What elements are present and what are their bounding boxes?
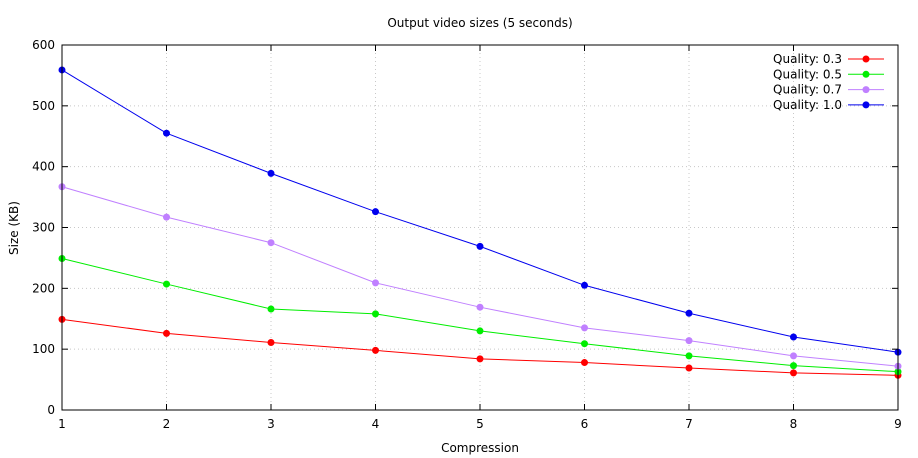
x-tick-label: 2 xyxy=(163,417,171,431)
legend-swatch-point xyxy=(862,55,870,63)
legend-label: Quality: 0.3 xyxy=(773,52,842,66)
legend-swatch-point xyxy=(862,86,870,94)
legend-swatch-point xyxy=(862,70,870,78)
legend-label: Quality: 0.7 xyxy=(773,83,842,97)
data-point xyxy=(581,281,588,289)
x-tick-label: 4 xyxy=(372,417,380,431)
series-layer xyxy=(58,66,902,379)
data-point xyxy=(685,337,693,345)
axis-ticks: 1 2 3 4 5 6 7 8 9 0 100 200 300 400 500 600 xyxy=(32,38,902,431)
y-tick-label: 600 xyxy=(32,38,55,52)
x-tick-label: 1 xyxy=(58,417,66,431)
y-tick-label: 300 xyxy=(32,221,55,235)
data-point xyxy=(790,362,797,370)
grid xyxy=(62,45,898,410)
data-point xyxy=(267,338,275,346)
data-point xyxy=(581,359,588,367)
data-point xyxy=(163,213,170,221)
x-tick-label: 9 xyxy=(894,417,902,431)
series-line-1 xyxy=(61,258,899,373)
legend-label: Quality: 1.0 xyxy=(773,98,842,112)
data-point xyxy=(790,369,797,377)
y-tick-label: 400 xyxy=(32,160,55,174)
data-point xyxy=(267,305,275,313)
x-tick-label: 7 xyxy=(685,417,693,431)
x-tick-label: 8 xyxy=(790,417,798,431)
y-tick-label: 0 xyxy=(47,403,55,417)
y-axis-label: Size (KB) xyxy=(7,201,21,255)
y-tick-label: 100 xyxy=(32,342,55,356)
data-point xyxy=(685,364,693,372)
y-tick-label: 200 xyxy=(32,281,55,295)
x-axis-label: Compression xyxy=(441,441,519,455)
legend-label: Quality: 0.5 xyxy=(773,67,842,81)
data-point xyxy=(476,355,484,363)
data-point xyxy=(790,333,797,341)
x-tick-label: 6 xyxy=(581,417,589,431)
data-point xyxy=(267,239,275,247)
data-point xyxy=(372,208,379,216)
chart-title: Output video sizes (5 seconds) xyxy=(387,16,572,30)
data-point xyxy=(476,327,484,335)
data-point xyxy=(476,242,484,250)
data-point xyxy=(163,129,170,137)
data-point xyxy=(163,280,170,288)
x-tick-label: 5 xyxy=(476,417,484,431)
data-point xyxy=(372,310,379,318)
data-point xyxy=(581,324,588,332)
y-tick-label: 500 xyxy=(32,99,55,113)
data-point xyxy=(163,329,170,337)
data-point xyxy=(476,303,484,311)
x-tick-label: 3 xyxy=(267,417,275,431)
data-point xyxy=(581,340,588,348)
data-point xyxy=(685,352,693,360)
data-point xyxy=(685,309,693,317)
data-point xyxy=(267,169,275,177)
legend-swatch-point xyxy=(862,101,870,109)
data-point xyxy=(372,279,379,287)
data-point xyxy=(372,346,379,354)
data-point xyxy=(790,352,797,360)
